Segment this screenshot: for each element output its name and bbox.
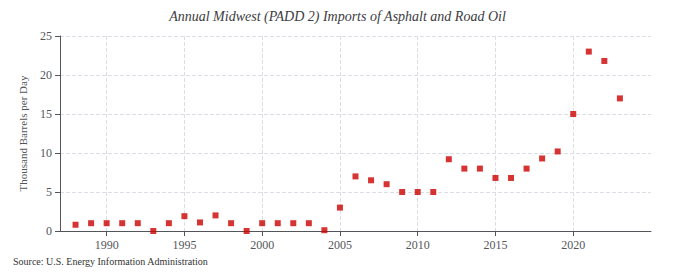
svg-text:2000: 2000: [250, 238, 274, 252]
svg-text:1995: 1995: [172, 238, 196, 252]
svg-text:Annual Midwest (PADD 2) Import: Annual Midwest (PADD 2) Imports of Aspha…: [168, 9, 506, 25]
svg-text:2010: 2010: [406, 238, 430, 252]
svg-text:Thousand Barrels per Day: Thousand Barrels per Day: [17, 75, 29, 191]
svg-text:1990: 1990: [95, 238, 119, 252]
svg-text:20: 20: [40, 68, 52, 82]
svg-text:5: 5: [46, 185, 52, 199]
svg-text:25: 25: [40, 29, 52, 43]
svg-text:2005: 2005: [328, 238, 352, 252]
svg-text:2020: 2020: [561, 238, 585, 252]
svg-text:2015: 2015: [483, 238, 507, 252]
svg-text:10: 10: [40, 146, 52, 160]
svg-text:15: 15: [40, 107, 52, 121]
svg-text:Source: U.S. Energy Informatio: Source: U.S. Energy Information Administ…: [13, 256, 208, 267]
svg-text:0: 0: [46, 224, 52, 238]
